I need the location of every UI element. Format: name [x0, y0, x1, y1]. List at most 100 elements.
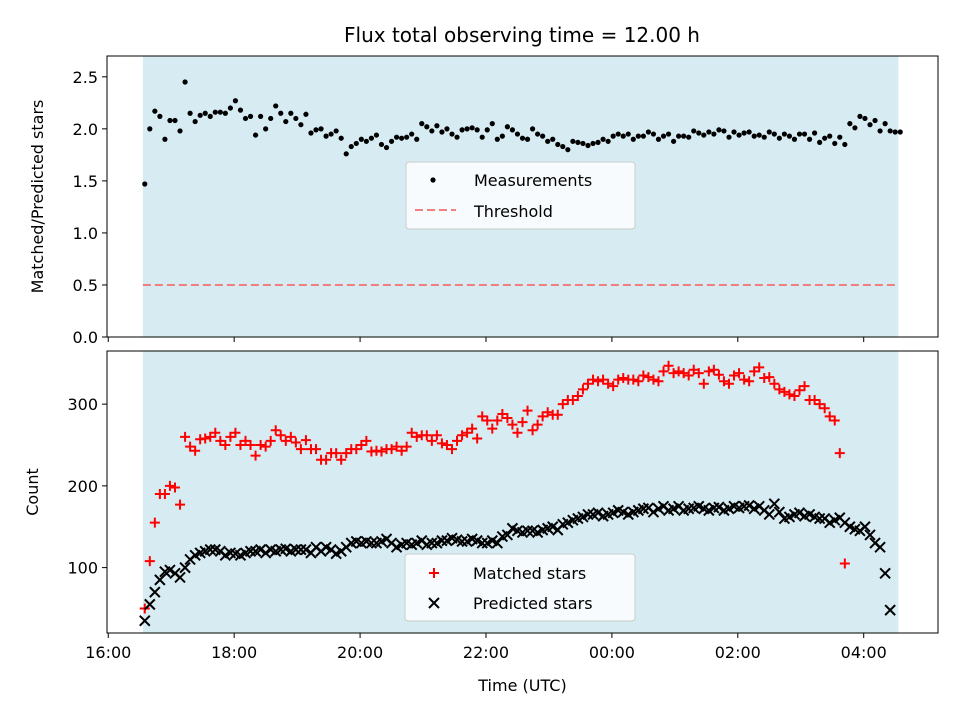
measurement-point [197, 112, 203, 118]
measurement-point [529, 126, 536, 132]
matched-star-point [250, 450, 261, 461]
measurement-point [897, 129, 903, 135]
matched-star-point [230, 427, 241, 438]
measurement-point [338, 135, 344, 141]
matched-star-point [754, 362, 765, 373]
measurement-point [247, 113, 254, 119]
count-panel: 100 200 300 16:00 18:00 20:00 22:00 00:00 02:00… [23, 350, 939, 695]
count-axes-frame [106, 350, 939, 634]
matched-star-point [255, 440, 266, 450]
matched-star-point [341, 448, 352, 459]
matched-star-point [401, 441, 412, 452]
measurement-point [519, 135, 526, 141]
predicted-star-point [773, 506, 786, 518]
matched-star-point [497, 408, 508, 419]
predicted-star-point [592, 507, 604, 519]
legend-measurements-label: Measurements [474, 171, 592, 190]
matched-star-point [532, 419, 543, 430]
predicted-star-point [647, 506, 660, 518]
matched-star-point [210, 427, 221, 438]
x-tick-label: 04:00 [841, 643, 887, 662]
matched-star-point [426, 435, 437, 446]
matched-star-point [784, 389, 795, 400]
predicted-star-point [582, 508, 594, 521]
matched-star-point [779, 386, 790, 397]
measurement-point [766, 129, 772, 135]
matched-star-point [421, 430, 432, 441]
matched-star-point [593, 376, 604, 387]
measurement-point [373, 132, 380, 138]
measurement-point [706, 129, 712, 135]
y-tick-label: 1.5 [73, 172, 98, 191]
predicted-star-point [204, 543, 216, 556]
measurement-point [494, 136, 500, 142]
predicted-star-point [139, 615, 151, 627]
predicted-star-point [456, 535, 468, 548]
measurement-point [655, 136, 662, 142]
measurement-point [817, 139, 823, 145]
predicted-star-point [501, 529, 514, 541]
measurement-point [388, 138, 395, 144]
x-axis-label: Time (UTC) [477, 676, 566, 695]
measurement-point [670, 138, 677, 144]
measurement-point [252, 132, 259, 138]
matched-star-point [668, 368, 679, 379]
measurement-point [459, 127, 465, 133]
matched-star-point [567, 395, 578, 406]
matched-star-point [834, 448, 845, 459]
matched-star-point [527, 425, 538, 436]
measurement-point [615, 131, 621, 137]
measurement-point [676, 133, 682, 139]
measurement-point [333, 128, 339, 134]
predicted-star-point [763, 508, 775, 521]
measurement-point [852, 125, 858, 131]
matched-star-point [164, 480, 175, 491]
measurement-point [424, 124, 430, 130]
ratio-x-ticks [107, 337, 865, 342]
measurement-point [721, 128, 727, 134]
matched-star-point [522, 405, 533, 416]
matched-star-point [311, 444, 322, 455]
legend-box [405, 161, 636, 230]
measurement-point [761, 134, 767, 140]
measurement-point [242, 115, 249, 122]
measurement-point [263, 126, 269, 132]
matched-stars-points [139, 360, 850, 614]
measurement-point [278, 110, 284, 116]
measurement-point [545, 138, 551, 144]
matched-star-point [441, 440, 452, 450]
matched-star-point [507, 419, 518, 430]
predicted-star-point [179, 561, 191, 574]
chart-title: Flux total observing time = 12.00 h [344, 23, 700, 47]
ratio-y-axis-label: Matched/Predicted stars [28, 100, 47, 294]
measurement-point [399, 135, 405, 141]
measurement-point [172, 117, 178, 124]
matched-star-point [789, 390, 800, 401]
predicted-stars-points [139, 498, 896, 627]
x-tick-label: 16:00 [85, 643, 131, 662]
measurement-point [217, 109, 223, 115]
matched-star-point [618, 372, 629, 383]
measurement-point [232, 98, 239, 104]
matched-star-point [552, 409, 563, 420]
matched-star-point [391, 441, 402, 452]
measurement-point [328, 131, 334, 137]
measurement-point [363, 138, 369, 144]
measurement-point [691, 128, 697, 134]
measurement-point [308, 130, 314, 136]
measurement-point [635, 133, 641, 139]
ratio-y-ticks: 0.0 0.5 1.0 1.5 2.0 2.5 [73, 68, 107, 347]
measurement-point [781, 131, 787, 137]
measurement-point [812, 130, 818, 136]
measurement-point [791, 136, 798, 142]
measurement-point [222, 110, 228, 116]
measurement-point [298, 122, 304, 128]
measurement-point [409, 131, 415, 137]
predicted-star-point [884, 604, 896, 616]
matched-star-point [688, 364, 699, 375]
y-tick-label: 200 [67, 477, 98, 496]
measurement-point [867, 122, 873, 128]
predicted-star-point [793, 507, 806, 519]
matched-star-point [577, 384, 588, 395]
y-tick-label: 0.5 [73, 276, 98, 295]
